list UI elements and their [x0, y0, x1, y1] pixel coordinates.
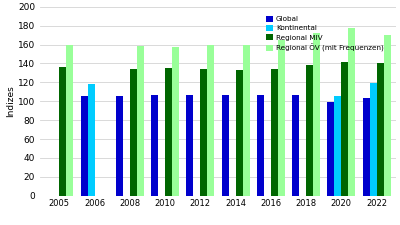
- Bar: [348, 27, 356, 196]
- Bar: [334, 96, 341, 196]
- Bar: [271, 69, 278, 196]
- Bar: [327, 102, 334, 196]
- Bar: [200, 69, 208, 196]
- Bar: [362, 98, 370, 196]
- Bar: [80, 96, 88, 196]
- Bar: [306, 65, 313, 196]
- Bar: [236, 70, 243, 196]
- Bar: [66, 45, 74, 196]
- Bar: [243, 45, 250, 196]
- Bar: [130, 69, 137, 196]
- Bar: [292, 95, 299, 196]
- Bar: [377, 63, 384, 196]
- Bar: [313, 33, 320, 196]
- Bar: [151, 95, 158, 196]
- Bar: [172, 47, 179, 196]
- Bar: [208, 45, 214, 196]
- Bar: [222, 95, 228, 196]
- Bar: [88, 84, 95, 196]
- Bar: [165, 68, 172, 196]
- Bar: [59, 67, 66, 196]
- Bar: [186, 95, 193, 196]
- Bar: [370, 83, 377, 196]
- Bar: [384, 35, 391, 196]
- Bar: [137, 46, 144, 196]
- Bar: [341, 62, 348, 196]
- Bar: [257, 95, 264, 196]
- Bar: [278, 40, 285, 196]
- Legend: Global, Kontinental, Regional MIV, Regional ÖV (mit Frequenzen): Global, Kontinental, Regional MIV, Regio…: [264, 14, 385, 54]
- Y-axis label: Indizes: Indizes: [6, 85, 15, 117]
- Bar: [116, 96, 123, 196]
